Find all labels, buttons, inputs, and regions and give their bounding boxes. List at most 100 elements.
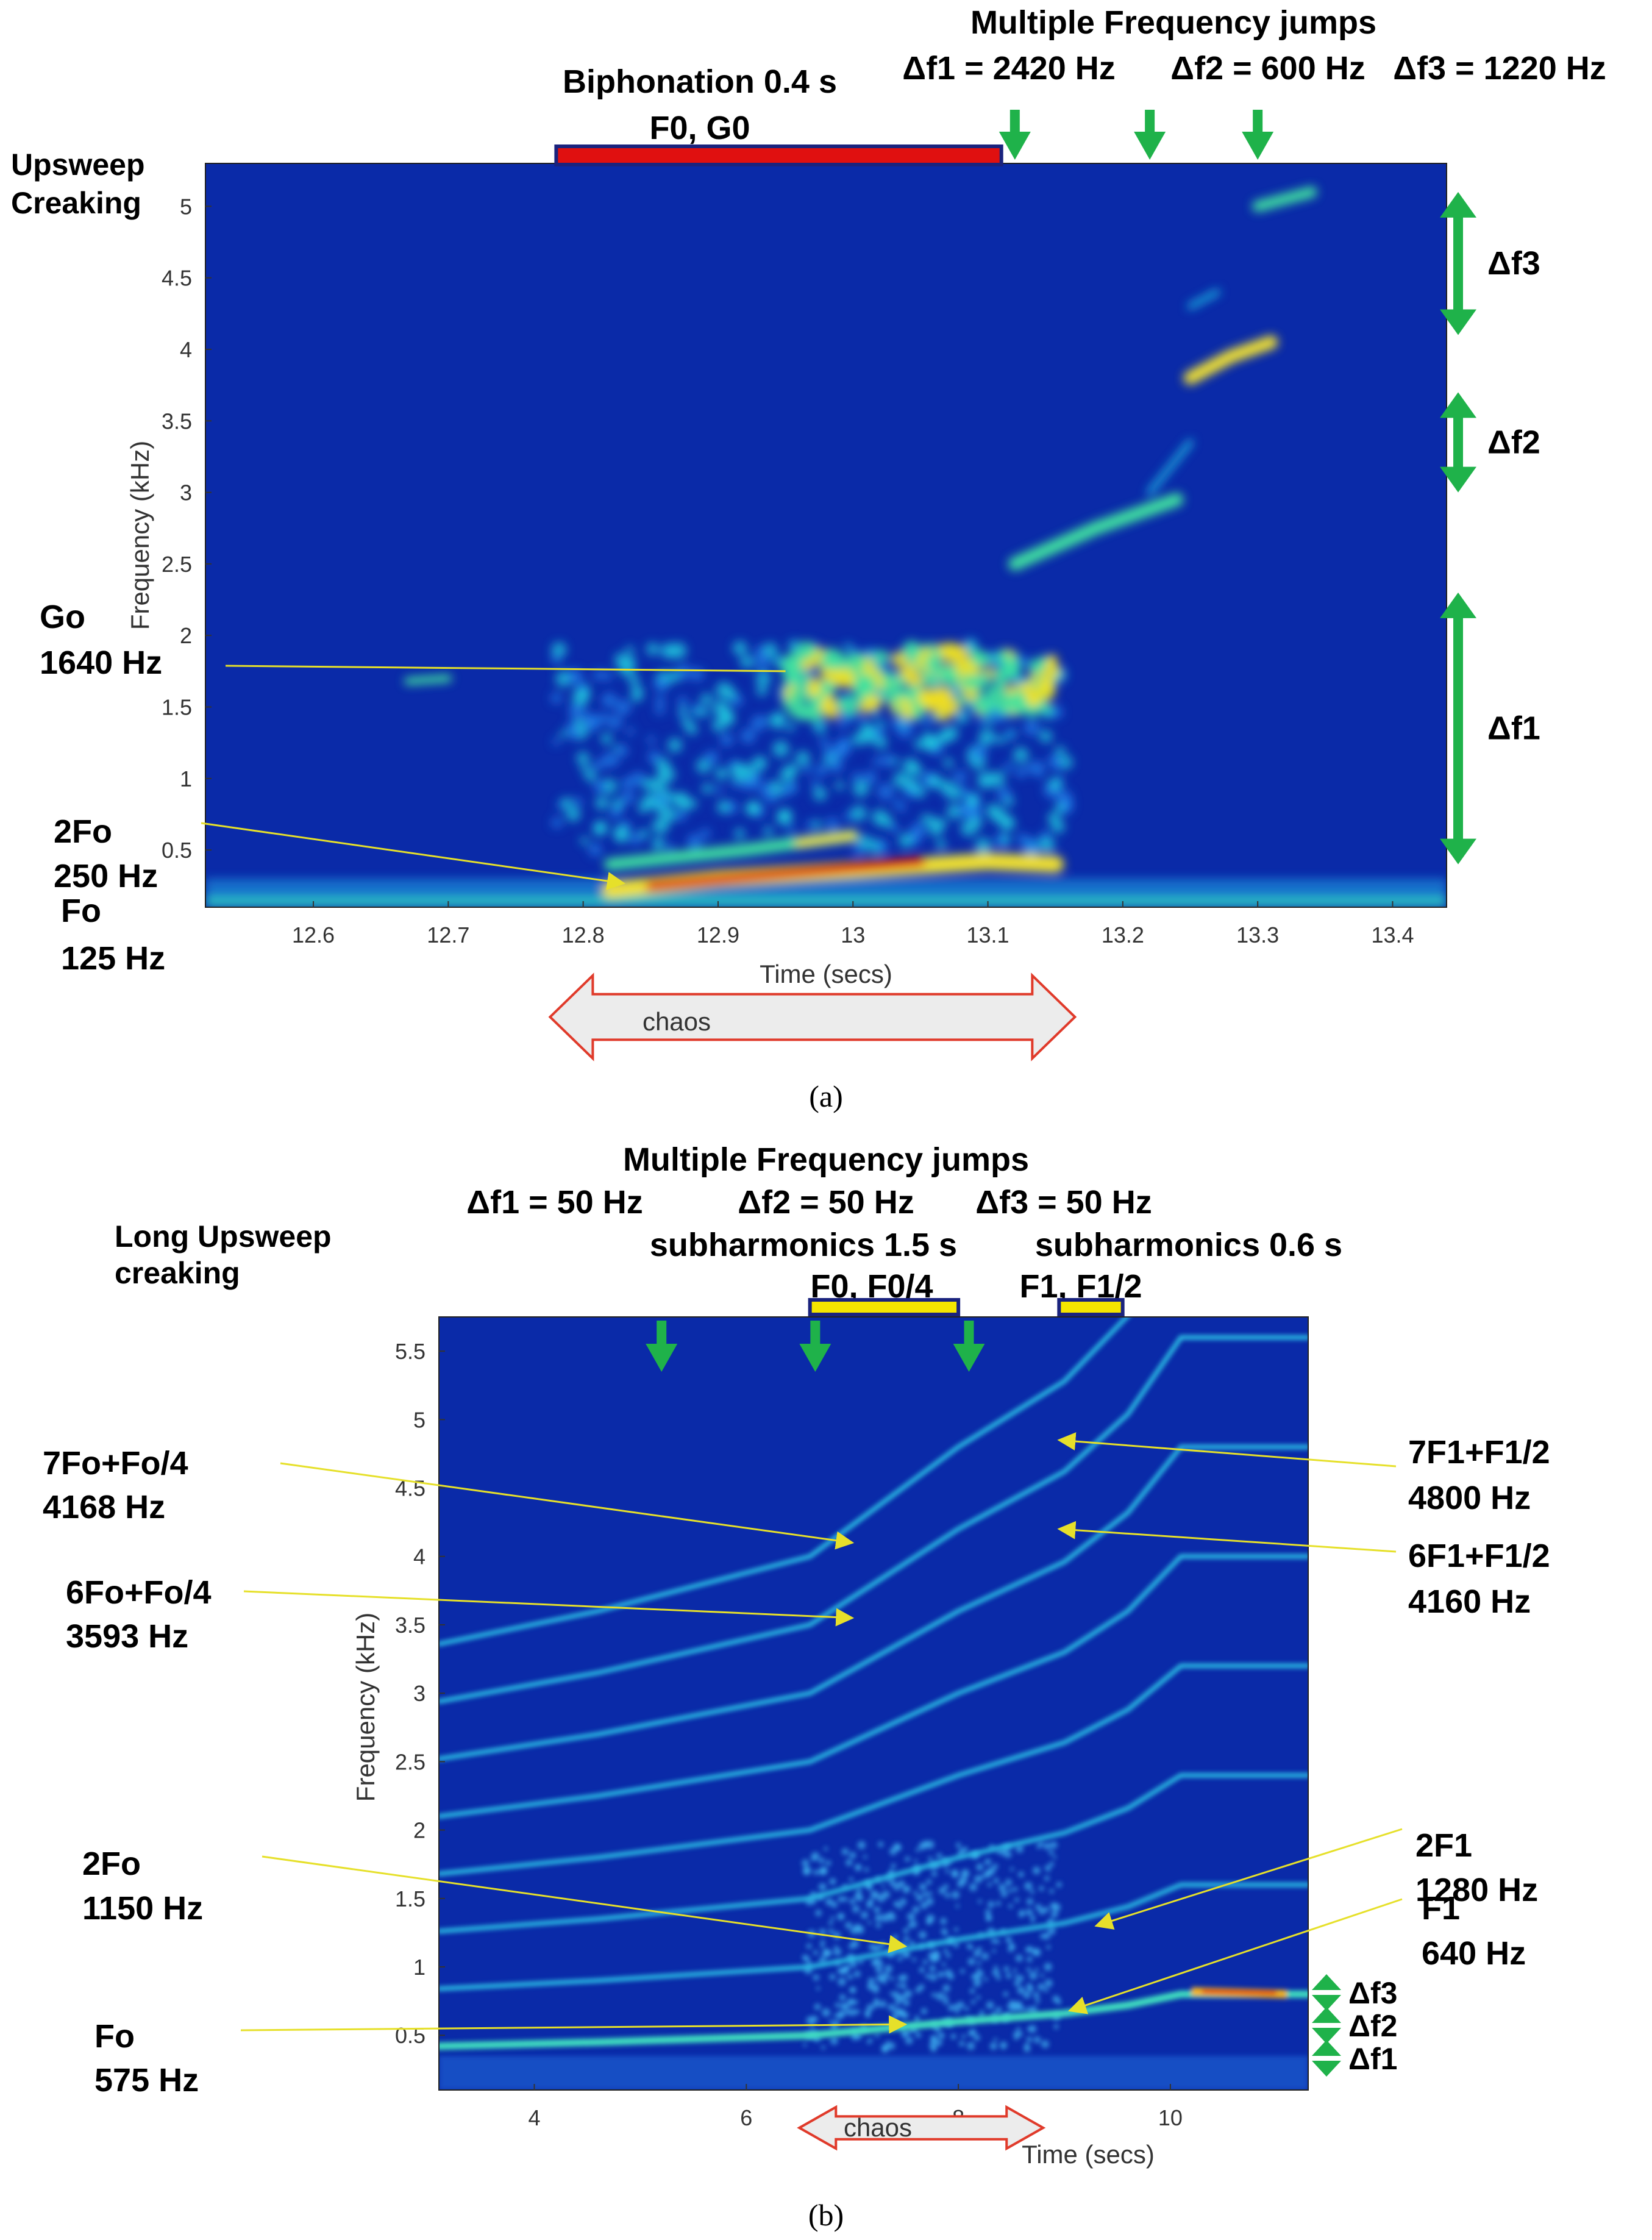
noise-speckle-b [943, 1948, 949, 1953]
chaos-speckle-a [966, 755, 975, 763]
noise-speckle-b [912, 1957, 917, 1962]
noise-speckle-b [941, 1962, 946, 1967]
chaos-speckle-a [920, 716, 931, 726]
x-axis-label-a: Time (secs) [760, 960, 892, 988]
spectrogram-b-energy [439, 1317, 1308, 2090]
chaos-speckle-a [1051, 706, 1063, 718]
noise-speckle-b [1019, 1910, 1025, 1916]
panel-a: Biphonation 0.4 s F0, G0 Multiple Freque… [11, 4, 1606, 1113]
subharmonics-bar-2 [1057, 1298, 1125, 1316]
noise-speckle-b [891, 1863, 896, 1869]
noise-speckle-b [833, 2013, 838, 2017]
subharmonics-bar-1 [808, 1298, 961, 1316]
noise-speckle-b [969, 1883, 977, 1891]
noise-speckle-b [1014, 1974, 1019, 1979]
chaos-speckle-a [602, 671, 613, 681]
side-jump-label-b-2: Δf2 [1348, 2009, 1397, 2043]
chaos-speckle-a [1039, 730, 1053, 743]
noise-speckle-b [956, 2001, 964, 2010]
chaos-speckle-a [600, 733, 613, 744]
chaos-speckle-a [714, 785, 723, 794]
noise-speckle-b [966, 2042, 975, 2050]
chaos-speckle-a [1003, 762, 1014, 772]
noise-speckle-b [951, 1871, 959, 1878]
chaos-arrow-b: chaos [797, 2105, 1046, 2151]
chaos-speckle-a [567, 668, 583, 685]
chaos-speckle-a [1015, 766, 1027, 778]
noise-speckle-b [1028, 2025, 1037, 2033]
noise-speckle-b [829, 1878, 836, 1885]
chaos-speckle-a [779, 767, 795, 782]
jumps-header-title-b: Multiple Frequency jumps [623, 1141, 1029, 1178]
chaos-speckle-a [852, 780, 869, 797]
chaos-speckle-a [763, 826, 773, 836]
noise-speckle-b [855, 2009, 860, 2014]
noise-speckle-b [851, 2033, 858, 2041]
noise-speckle-b [929, 2041, 938, 2050]
noise-speckle-b [1026, 1898, 1034, 1905]
annotation-2f1-value: 1280 Hz [1415, 1872, 1538, 1908]
noise-speckle-b [875, 1914, 883, 1922]
chaos-speckle-a [863, 771, 877, 785]
noise-speckle-b [895, 1983, 900, 1988]
noise-speckle-b [1037, 1983, 1045, 1991]
noise-speckle-b [1027, 1956, 1033, 1963]
noise-speckle-b [970, 1999, 976, 2005]
noise-speckle-b [1050, 1841, 1058, 1849]
noise-speckle-b [830, 1916, 835, 1921]
go-speckle-a [897, 676, 908, 687]
noise-speckle-b [854, 1864, 862, 1872]
noise-speckle-b [1049, 1861, 1055, 1867]
chaos-speckle-a [914, 739, 924, 749]
noise-speckle-b [918, 1931, 927, 1939]
chaos-speckle-a [611, 757, 620, 766]
noise-speckle-b [1026, 1967, 1031, 1972]
jump-label-b-f3: Δf3 = 50 Hz [975, 1184, 1152, 1221]
chaos-speckle-a [580, 764, 589, 772]
noise-speckle-b [1005, 1972, 1012, 1979]
noise-speckle-b [942, 1984, 950, 1992]
leader-line-b-left-2 [243, 1590, 855, 1627]
noise-speckle-b [1039, 1885, 1044, 1891]
noise-speckle-b [1030, 1889, 1035, 1894]
annotation-7f1-name: 7F1+F1/2 [1408, 1434, 1550, 1471]
chaos-speckle-a [1000, 815, 1013, 827]
noise-speckle-b [903, 1936, 910, 1942]
noise-speckle-b [1034, 1967, 1039, 1972]
chaos-arrow-b-shape [797, 2105, 1046, 2151]
noise-speckle-b [928, 1891, 933, 1896]
noise-speckle-b [945, 1869, 950, 1874]
noise-speckle-b [867, 1983, 872, 1989]
fo-trace-b [439, 1990, 1308, 2050]
chaos-speckle-a [629, 833, 642, 845]
jump-label-b-f1: Δf1 = 50 Hz [466, 1184, 643, 1221]
side-jump-arrow-b-2: Δf2 [1312, 2007, 1397, 2044]
noise-speckle-b [979, 2010, 984, 2015]
chaos-speckle-a [755, 671, 771, 687]
biphonation-label: Biphonation 0.4 s [563, 63, 837, 100]
side-jump-label-b-3: Δf1 [1348, 2042, 1397, 2076]
go-speckle-a [925, 655, 939, 669]
chaos-speckle-a [597, 713, 609, 724]
noise-speckle-b [837, 1896, 844, 1902]
noise-speckle-b [1014, 1897, 1019, 1903]
chaos-speckle-a [835, 781, 844, 790]
y-tick-label-a: 2 [180, 623, 192, 648]
y-tick-label-b: 5 [413, 1407, 425, 1432]
chaos-speckle-a [655, 694, 666, 705]
go-speckle-a [1027, 694, 1041, 707]
noise-speckle-b [1049, 1850, 1054, 1855]
noise-speckle-b [978, 1899, 982, 1903]
noise-speckle-b [816, 1986, 821, 1991]
noise-speckle-b [995, 1975, 1001, 1980]
noise-speckle-b [866, 1901, 874, 1908]
go-speckle-a [800, 658, 814, 671]
x-tick-label-a: 13.4 [1371, 922, 1414, 947]
noise-speckle-b [892, 1935, 899, 1941]
noise-speckle-b [974, 1875, 982, 1883]
noise-speckle-b [889, 1976, 894, 1981]
noise-speckle-b [989, 2042, 997, 2050]
chaos-speckle-a [752, 755, 767, 771]
chaos-speckle-a [787, 825, 796, 833]
early-trace-a [404, 674, 452, 685]
